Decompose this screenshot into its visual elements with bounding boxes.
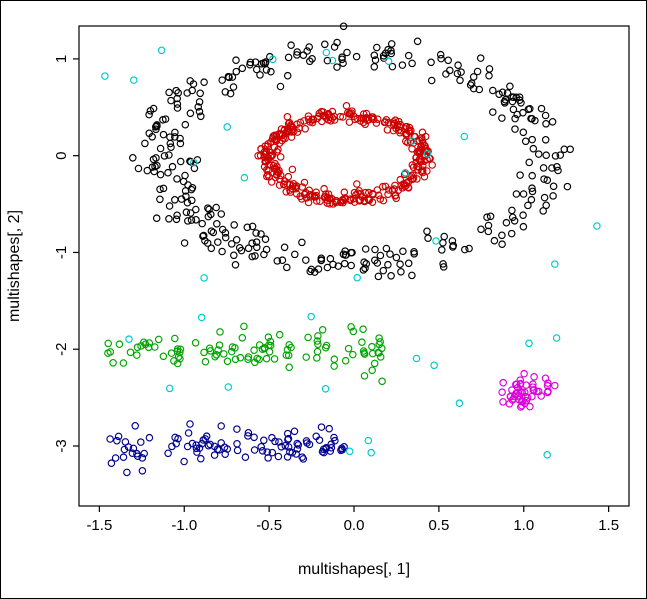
data-points-layer [101,22,601,477]
cluster-outer-circle-black [129,22,574,281]
y-tick-label: -1 [53,246,70,259]
x-axis-label: multishapes[, 1] [298,561,410,578]
cluster-compact-blob-magenta [498,369,559,411]
axes-layer: -1.5 -1.0 -0.5 0.0 0.5 1.0 1.5 -3 -2 -1 0 1 [53,55,619,534]
x-tick-label: -1.0 [171,517,197,534]
x-tick-label: 1.0 [513,517,534,534]
cluster-inner-circle-red [254,102,436,208]
x-tick-label: 0.0 [344,517,365,534]
y-tick-label: -3 [53,439,70,452]
x-tick-label: 0.5 [428,517,449,534]
y-axis-label: multishapes[, 2] [6,210,23,322]
x-tick-label: -1.5 [86,517,112,534]
y-tick-label: 1 [53,55,70,63]
y-tick-label: -2 [53,343,70,356]
cluster-upper-band-green [104,322,386,386]
x-tick-label: -0.5 [256,517,282,534]
cluster-lower-band-navy [106,420,348,477]
x-tick-label: 1.5 [598,517,619,534]
y-tick-label: 0 [53,152,70,160]
cluster-noise-cyan [101,46,601,459]
